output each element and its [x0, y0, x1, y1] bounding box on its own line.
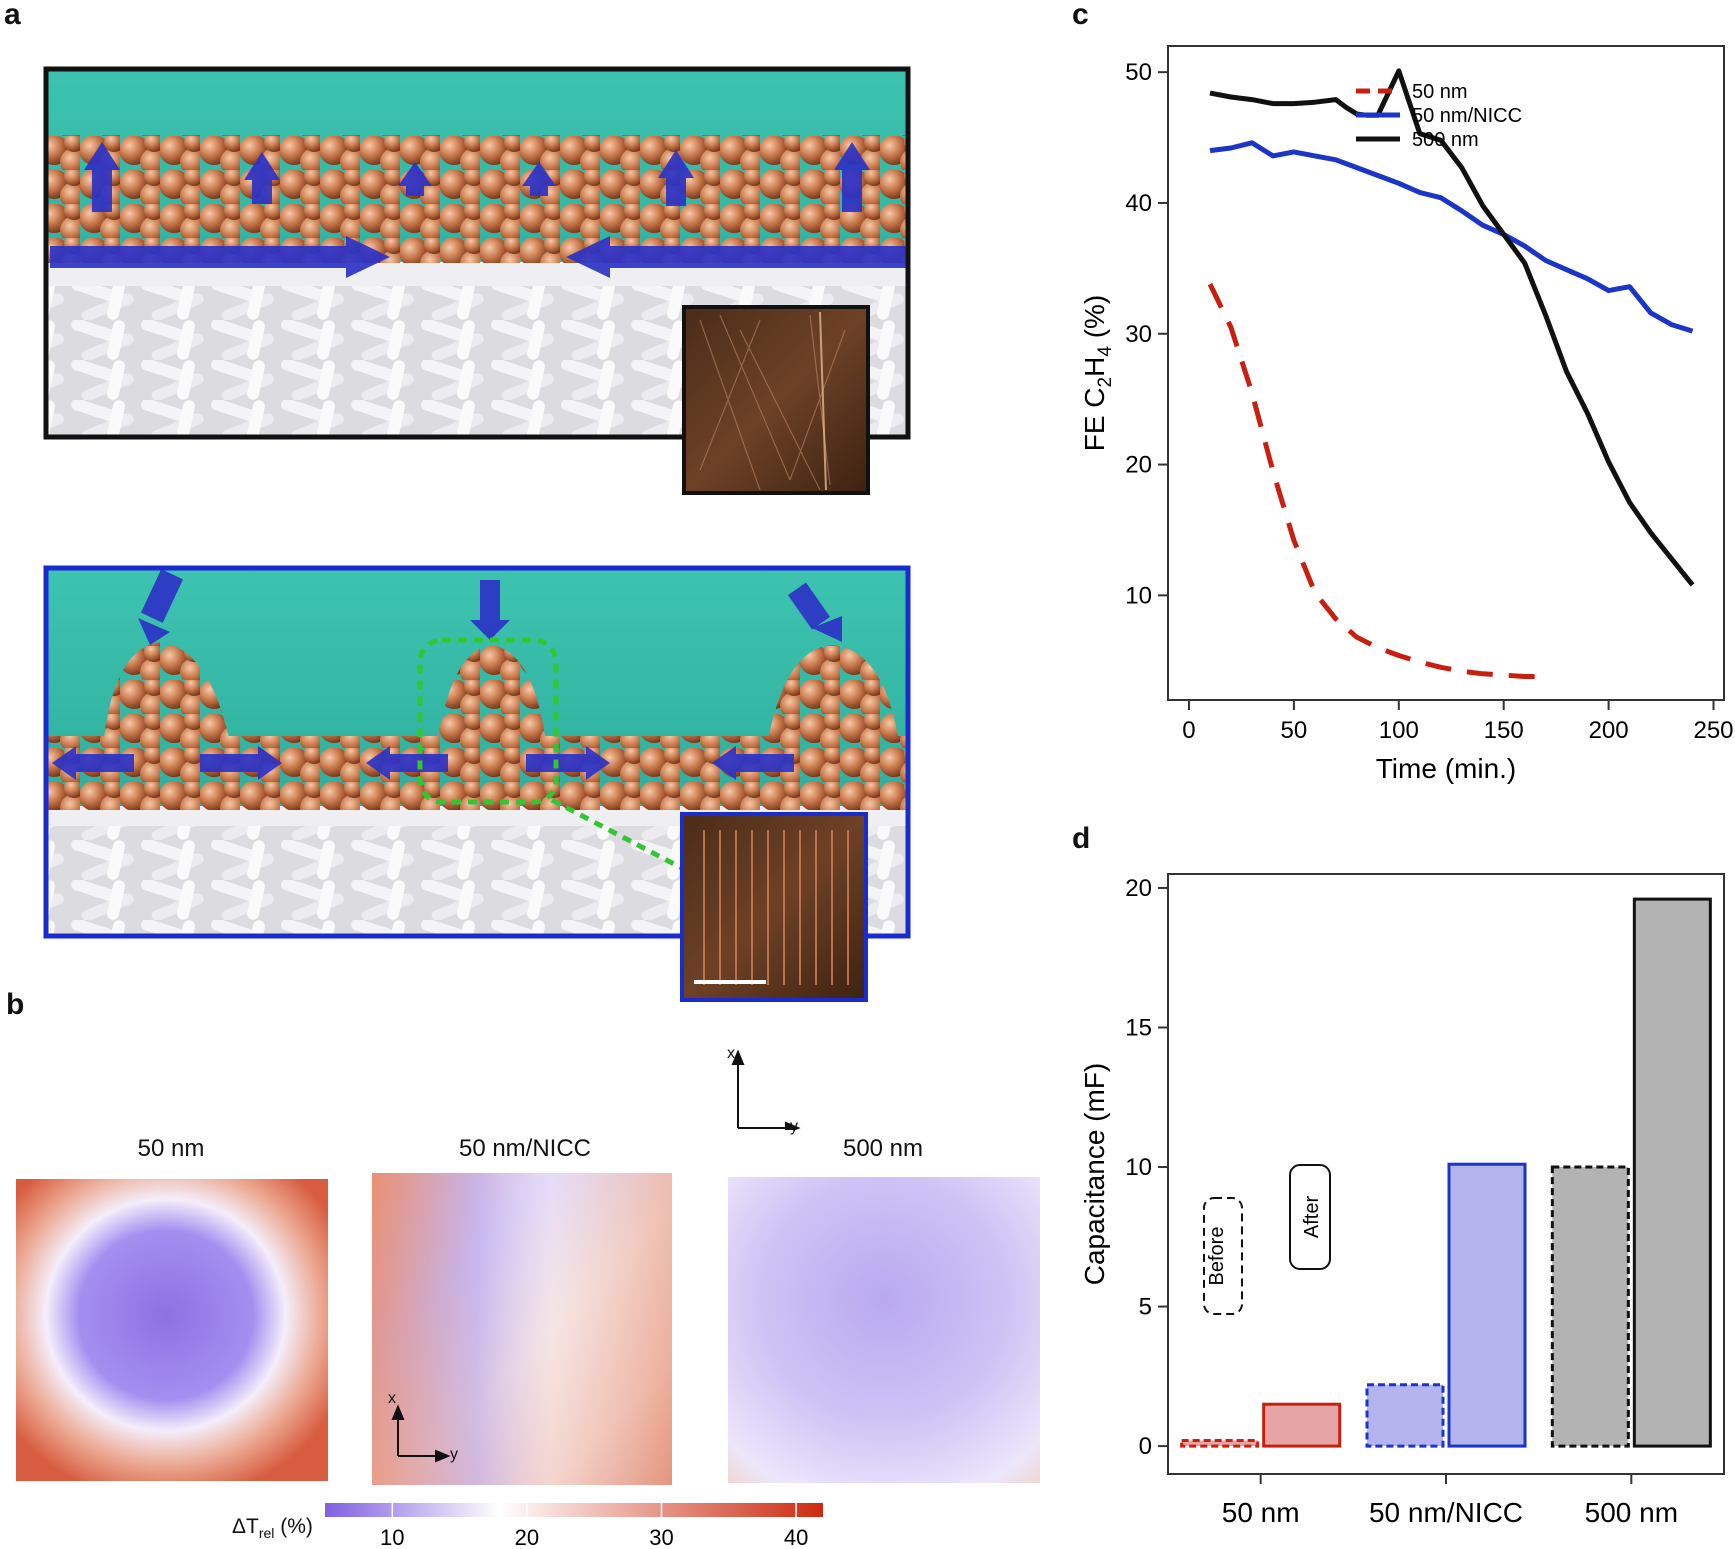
bar-before-1 [1365, 1383, 1445, 1448]
y-tick-label: 20 [1125, 452, 1152, 479]
bar-before-2 [1550, 1165, 1630, 1448]
downward-flow-arrows [138, 569, 842, 645]
xy-axes-indicator-b [391, 1404, 451, 1463]
upward-flow-arrows [84, 142, 870, 212]
map-title-50nm-nicc: 50 nm/NICC [458, 1135, 592, 1162]
y-tick-label: 10 [1125, 582, 1152, 609]
before-annotation: Before [1206, 1227, 1228, 1286]
y-tick-label: 0 [1139, 1433, 1152, 1460]
after-annotation-box [1289, 1164, 1331, 1270]
colorbar-label-unit: (%) [274, 1515, 313, 1538]
x-tick-label: 150 [1484, 717, 1524, 744]
y-tick-label: 30 [1125, 321, 1152, 348]
axis-x-label-b: x [388, 1390, 396, 1407]
x-tick-label: 100 [1379, 717, 1419, 744]
lateral-short-arrows [52, 746, 794, 780]
y-axis-label-d: Capacitance (mF) [1079, 1063, 1110, 1286]
before-annotation-box [1203, 1197, 1243, 1315]
colorbar-tick-label: 20 [515, 1525, 539, 1549]
colorbar-label: ΔTrel (%) [232, 1515, 313, 1541]
map-title-50nm: 50 nm [137, 1135, 205, 1162]
x-tick-label: 250 [1693, 717, 1733, 744]
x-tick-label: 0 [1182, 717, 1195, 744]
series-line-0 [1207, 283, 1546, 679]
x-tick-label: 200 [1589, 717, 1629, 744]
y-tick-label: 50 [1125, 59, 1152, 86]
panel-letter-d: d [1072, 822, 1091, 855]
x-tick-label: 50 nm/NICC [1369, 1497, 1523, 1528]
map-title-500nm: 500 nm [842, 1135, 924, 1162]
colorbar-tick-label: 10 [380, 1525, 404, 1549]
y-axis-label-c: FE C2H4 (%) [1079, 295, 1116, 452]
bar-after-0 [1262, 1402, 1342, 1448]
panel-letter-a: a [4, 0, 21, 31]
xy-axes-indicator-a [731, 1049, 801, 1130]
after-annotation: After [1301, 1196, 1323, 1239]
thermal-maps: 10 20 30 40 [16, 1173, 1040, 1549]
colorbar-tick-label: 30 [649, 1525, 673, 1549]
series-line-1 [1209, 140, 1694, 334]
panel-a-illustration [43, 66, 911, 1130]
y-tick-label: 5 [1139, 1294, 1152, 1321]
legend-label-2: 500 nm [1412, 129, 1479, 151]
thermal-map-50nm [16, 1179, 328, 1481]
colorbar-label-sub: rel [258, 1525, 275, 1542]
colorbar-label-main: ΔT [232, 1515, 259, 1538]
y-tick-label: 20 [1125, 875, 1152, 902]
legend-label-0: 50 nm [1412, 81, 1468, 103]
x-axis-label-c: Time (min.) [1376, 753, 1517, 784]
lateral-flow-arrows [50, 236, 906, 278]
inset-photo-uniform [682, 305, 870, 495]
chart-capacitance: 0 5 10 15 20 50 nm 50 nm/NICC 500 nm Capacitanc… [1079, 873, 1725, 1528]
plot-frame-c [1167, 45, 1725, 701]
bar-after-2 [1632, 897, 1712, 1448]
y-tick-label: 40 [1125, 190, 1152, 217]
legend-label-1: 50 nm/NICC [1412, 105, 1522, 127]
colorbar [325, 1503, 823, 1517]
thermal-map-500nm [728, 1177, 1040, 1483]
highlight-box [417, 637, 559, 805]
inset-photo-patterned [680, 812, 868, 1002]
x-tick-label: 500 nm [1585, 1497, 1678, 1528]
series-line-2 [1209, 68, 1695, 587]
bar-before-0 [1180, 1439, 1260, 1448]
axis-x-label-a: x [727, 1045, 735, 1062]
x-tick-label: 50 [1281, 717, 1308, 744]
colorbar-tick-label: 40 [784, 1525, 808, 1549]
scale-bar-label: 1 cm [788, 1057, 825, 1074]
panel-letter-c: c [1072, 0, 1089, 31]
y-tick-label: 15 [1125, 1014, 1152, 1041]
y-tick-label: 10 [1125, 1154, 1152, 1181]
x-tick-label: 50 nm [1222, 1497, 1300, 1528]
axis-y-label-b: y [450, 1446, 458, 1463]
bar-after-1 [1447, 1162, 1527, 1448]
axis-y-label-a: y [790, 1118, 798, 1135]
panel-letter-b: b [6, 988, 25, 1021]
